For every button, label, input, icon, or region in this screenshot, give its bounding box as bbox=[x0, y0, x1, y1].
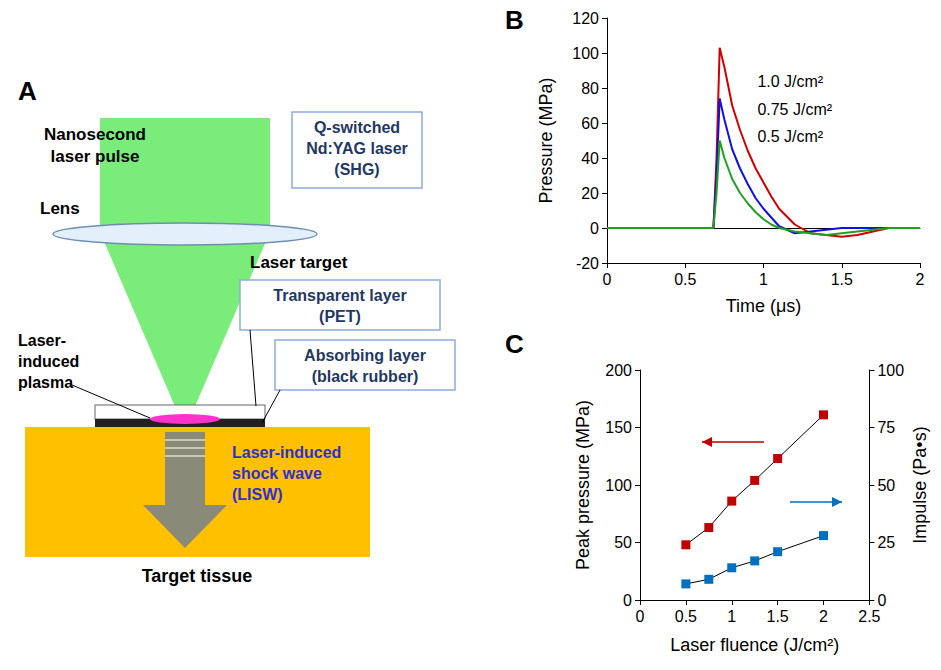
svg-text:Nanosecond: Nanosecond bbox=[44, 125, 146, 144]
svg-text:(PET): (PET) bbox=[319, 308, 361, 325]
svg-text:Peak pressure (MPa): Peak pressure (MPa) bbox=[573, 400, 593, 570]
svg-text:1.5: 1.5 bbox=[767, 608, 789, 625]
svg-text:Transparent layer: Transparent layer bbox=[273, 287, 406, 304]
svg-text:Impulse (Pa•s): Impulse (Pa•s) bbox=[910, 426, 930, 543]
svg-text:2: 2 bbox=[916, 271, 925, 288]
svg-text:100: 100 bbox=[605, 477, 632, 494]
svg-text:0: 0 bbox=[877, 592, 886, 609]
svg-text:2.5: 2.5 bbox=[858, 608, 880, 625]
svg-text:Nd:YAG laser: Nd:YAG laser bbox=[306, 140, 408, 157]
svg-text:plasma: plasma bbox=[18, 374, 73, 391]
svg-text:(black rubber): (black rubber) bbox=[312, 368, 419, 385]
svg-text:1.5: 1.5 bbox=[831, 271, 853, 288]
svg-text:Laser target: Laser target bbox=[250, 253, 348, 272]
svg-text:Laser fluence (J/cm²): Laser fluence (J/cm²) bbox=[670, 635, 839, 655]
svg-text:shock wave: shock wave bbox=[232, 465, 322, 482]
svg-text:Absorbing layer: Absorbing layer bbox=[304, 347, 426, 364]
svg-text:1: 1 bbox=[759, 271, 768, 288]
svg-text:laser pulse: laser pulse bbox=[51, 147, 140, 166]
svg-text:Q-switched: Q-switched bbox=[314, 119, 400, 136]
svg-text:Lens: Lens bbox=[40, 199, 80, 218]
svg-text:20: 20 bbox=[581, 185, 599, 202]
svg-text:40: 40 bbox=[581, 150, 599, 167]
svg-text:0.5 J/cm²: 0.5 J/cm² bbox=[757, 128, 823, 145]
svg-text:100: 100 bbox=[877, 362, 904, 379]
svg-text:Pressure (MPa): Pressure (MPa) bbox=[536, 77, 556, 203]
svg-text:Time (μs): Time (μs) bbox=[726, 296, 802, 316]
svg-text:A: A bbox=[18, 76, 37, 106]
svg-text:-20: -20 bbox=[576, 255, 599, 272]
svg-text:100: 100 bbox=[572, 45, 599, 62]
svg-text:0.5: 0.5 bbox=[674, 271, 696, 288]
svg-text:0: 0 bbox=[636, 608, 645, 625]
svg-text:B: B bbox=[505, 5, 524, 35]
svg-text:0.5: 0.5 bbox=[675, 608, 697, 625]
svg-text:0: 0 bbox=[590, 220, 599, 237]
svg-text:(LISW): (LISW) bbox=[232, 486, 283, 503]
svg-text:2: 2 bbox=[819, 608, 828, 625]
svg-text:150: 150 bbox=[605, 419, 632, 436]
svg-text:50: 50 bbox=[877, 477, 895, 494]
svg-text:60: 60 bbox=[581, 115, 599, 132]
svg-text:Laser-induced: Laser-induced bbox=[232, 444, 341, 461]
svg-text:C: C bbox=[505, 329, 524, 359]
svg-text:Laser-: Laser- bbox=[18, 332, 66, 349]
svg-text:0: 0 bbox=[603, 271, 612, 288]
svg-text:200: 200 bbox=[605, 362, 632, 379]
svg-text:0: 0 bbox=[623, 592, 632, 609]
svg-text:0.75 J/cm²: 0.75 J/cm² bbox=[757, 101, 832, 118]
svg-text:80: 80 bbox=[581, 80, 599, 97]
svg-text:1.0 J/cm²: 1.0 J/cm² bbox=[757, 73, 823, 90]
svg-text:1: 1 bbox=[727, 608, 736, 625]
svg-text:75: 75 bbox=[877, 419, 895, 436]
svg-text:Target tissue: Target tissue bbox=[142, 566, 253, 586]
svg-text:induced: induced bbox=[18, 353, 79, 370]
svg-text:(SHG): (SHG) bbox=[334, 161, 379, 178]
svg-text:120: 120 bbox=[572, 10, 599, 27]
svg-text:25: 25 bbox=[877, 534, 895, 551]
svg-text:50: 50 bbox=[614, 534, 632, 551]
